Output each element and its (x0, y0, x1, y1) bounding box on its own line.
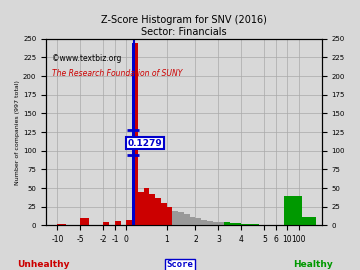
Bar (138, 192, 144, 225)
Bar (167, 207, 172, 225)
Text: Score: Score (167, 260, 193, 269)
Bar (284, 195, 302, 225)
Bar (126, 220, 132, 225)
Bar (115, 221, 121, 225)
Bar (178, 212, 184, 225)
Text: 0.1279: 0.1279 (127, 139, 162, 148)
Bar (201, 220, 207, 225)
Bar (190, 217, 195, 225)
Bar (207, 221, 213, 225)
Bar (241, 224, 247, 225)
Bar (58, 224, 66, 225)
Bar (219, 222, 224, 225)
Bar (224, 222, 230, 225)
Text: The Research Foundation of SUNY: The Research Foundation of SUNY (51, 69, 182, 78)
Bar (299, 217, 316, 225)
Title: Z-Score Histogram for SNV (2016)
Sector: Financials: Z-Score Histogram for SNV (2016) Sector:… (101, 15, 267, 37)
Bar (103, 222, 109, 225)
Text: Healthy: Healthy (293, 260, 333, 269)
Bar (230, 223, 235, 225)
Bar (195, 218, 201, 225)
Bar (132, 42, 138, 225)
Bar (144, 188, 149, 225)
Bar (81, 218, 89, 225)
Text: Unhealthy: Unhealthy (17, 260, 69, 269)
Text: ©www.textbiz.org: ©www.textbiz.org (51, 54, 121, 63)
Bar (149, 194, 155, 225)
Bar (235, 223, 241, 225)
Bar (132, 42, 134, 225)
Bar (253, 224, 258, 225)
Bar (184, 214, 190, 225)
Bar (161, 203, 167, 225)
Y-axis label: Number of companies (997 total): Number of companies (997 total) (15, 80, 20, 185)
Bar (213, 222, 219, 225)
Bar (155, 198, 161, 225)
Bar (247, 224, 253, 225)
Bar (172, 211, 178, 225)
